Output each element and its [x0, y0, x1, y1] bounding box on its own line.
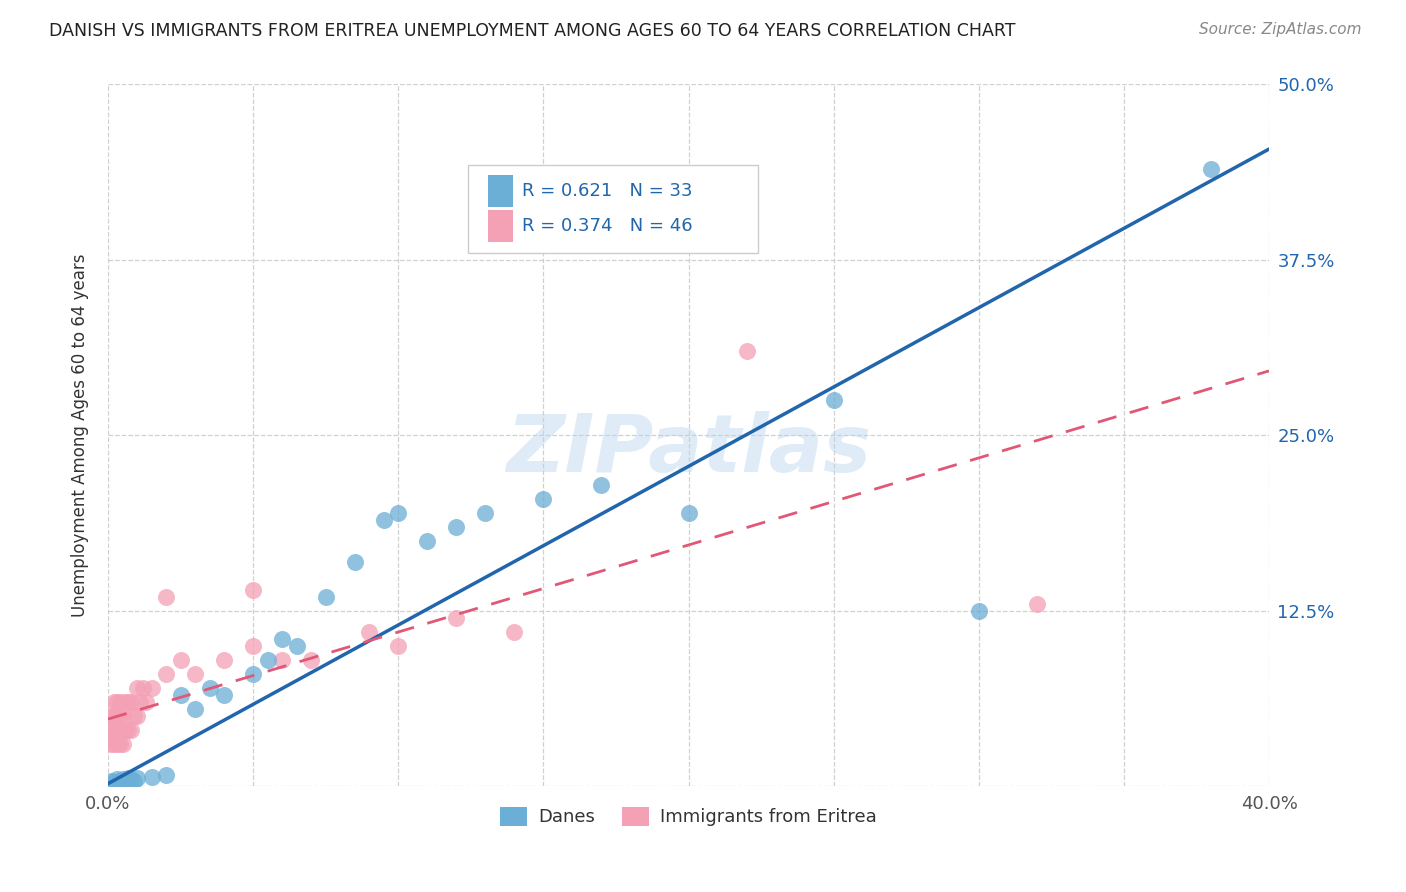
Point	[184, 667, 207, 681]
Point	[117, 771, 139, 785]
Text: DANISH VS IMMIGRANTS FROM ERITREA UNEMPLOYMENT AMONG AGES 60 TO 64 YEARS CORRELA: DANISH VS IMMIGRANTS FROM ERITREA UNEMPL…	[49, 22, 1015, 40]
Point	[446, 611, 468, 625]
Point	[108, 737, 131, 751]
Point	[387, 639, 409, 653]
Point	[120, 723, 142, 738]
Point	[111, 723, 134, 738]
Point	[125, 771, 148, 785]
Point	[242, 667, 264, 681]
Point	[100, 737, 122, 751]
Point	[117, 723, 139, 738]
Point	[242, 582, 264, 597]
Point	[105, 723, 128, 738]
Point	[100, 723, 122, 738]
Point	[256, 653, 278, 667]
Point	[155, 590, 177, 604]
Point	[155, 768, 177, 782]
Point	[135, 695, 157, 709]
Point	[129, 695, 152, 709]
Point	[678, 506, 700, 520]
Point	[169, 688, 191, 702]
Point	[105, 695, 128, 709]
Point	[531, 491, 554, 506]
Point	[359, 625, 381, 640]
Point	[503, 625, 526, 640]
Point	[100, 773, 122, 788]
Point	[299, 653, 322, 667]
Point	[155, 667, 177, 681]
Point	[132, 681, 155, 696]
Point	[108, 695, 131, 709]
Point	[105, 772, 128, 787]
Point	[271, 632, 294, 646]
Text: ZIPatlas: ZIPatlas	[506, 410, 872, 489]
Y-axis label: Unemployment Among Ages 60 to 64 years: Unemployment Among Ages 60 to 64 years	[72, 253, 89, 617]
Point	[100, 709, 122, 723]
Point	[184, 702, 207, 716]
Point	[446, 519, 468, 533]
Point	[416, 533, 439, 548]
Point	[114, 723, 136, 738]
Point	[474, 506, 496, 520]
Point	[117, 695, 139, 709]
Legend: Danes, Immigrants from Eritrea: Danes, Immigrants from Eritrea	[494, 800, 884, 834]
Point	[120, 695, 142, 709]
Point	[735, 344, 758, 359]
Point	[967, 604, 990, 618]
Point	[198, 681, 221, 696]
Point	[114, 695, 136, 709]
Point	[103, 709, 125, 723]
Point	[105, 709, 128, 723]
Point	[169, 653, 191, 667]
Point	[212, 688, 235, 702]
Point	[1199, 161, 1222, 176]
Point	[125, 709, 148, 723]
Text: Source: ZipAtlas.com: Source: ZipAtlas.com	[1198, 22, 1361, 37]
Point	[103, 775, 125, 789]
Point	[105, 737, 128, 751]
Point	[108, 723, 131, 738]
FancyBboxPatch shape	[488, 176, 513, 207]
Point	[103, 737, 125, 751]
Point	[111, 772, 134, 787]
Point	[122, 773, 145, 788]
Point	[141, 681, 163, 696]
Point	[285, 639, 308, 653]
Point	[122, 709, 145, 723]
Point	[1025, 597, 1047, 611]
Point	[108, 709, 131, 723]
Point	[315, 590, 337, 604]
Point	[141, 770, 163, 784]
Point	[111, 737, 134, 751]
Point	[212, 653, 235, 667]
Point	[373, 513, 395, 527]
Point	[114, 773, 136, 788]
Point	[343, 555, 366, 569]
Text: R = 0.621   N = 33: R = 0.621 N = 33	[523, 182, 693, 200]
Point	[111, 709, 134, 723]
Point	[591, 477, 613, 491]
Text: R = 0.374   N = 46: R = 0.374 N = 46	[523, 218, 693, 235]
Point	[387, 506, 409, 520]
FancyBboxPatch shape	[488, 211, 513, 242]
Point	[242, 639, 264, 653]
FancyBboxPatch shape	[468, 165, 758, 253]
Point	[271, 653, 294, 667]
Point	[103, 695, 125, 709]
Point	[108, 773, 131, 788]
Point	[823, 393, 845, 408]
Point	[103, 723, 125, 738]
Point	[125, 681, 148, 696]
Point	[120, 772, 142, 787]
